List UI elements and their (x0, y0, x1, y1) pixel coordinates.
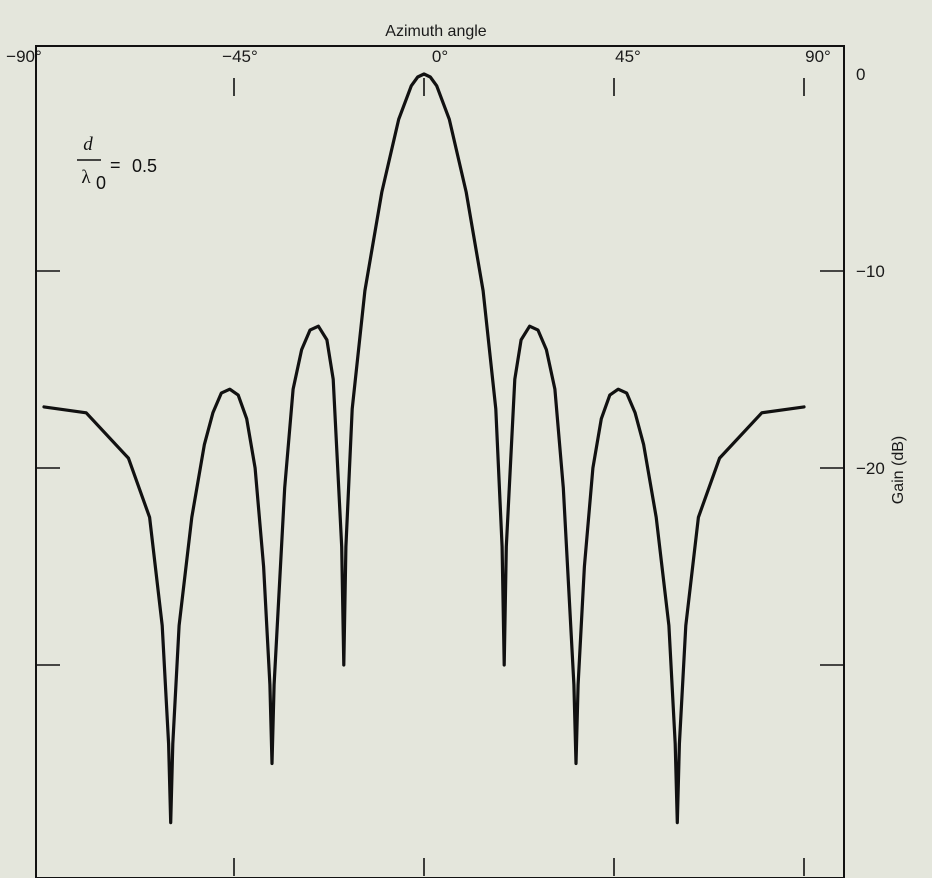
left-ticks (36, 270, 60, 666)
x-tick-label: 45° (615, 47, 641, 66)
x-axis-title: Azimuth angle (385, 23, 486, 40)
bottom-ticks (233, 858, 805, 876)
ratio-denominator: λ (81, 167, 91, 188)
ratio-numerator: d (83, 134, 93, 155)
x-tick-label: −90° (6, 47, 42, 66)
x-tick-label: −45° (222, 47, 258, 66)
y-tick-label: −10 (856, 262, 885, 281)
y-tick-label: −20 (856, 459, 885, 478)
ratio-denominator-subscript: 0 (96, 173, 106, 193)
x-tick-label: 90° (805, 47, 831, 66)
top-ticks (233, 78, 805, 96)
right-ticks (820, 270, 844, 666)
y-axis-title: Gain (dB) (890, 436, 907, 504)
ratio-equals: = (110, 155, 121, 175)
y-tick-labels: 0 −10 −20 (856, 65, 885, 478)
x-tick-labels: −90° −45° 0° 45° 90° (6, 47, 831, 66)
gain-pattern-line (42, 72, 806, 825)
ratio-annotation: d λ 0 = 0.5 (77, 134, 157, 193)
plot-frame (35, 45, 845, 878)
ratio-value: 0.5 (132, 156, 157, 176)
x-tick-label: 0° (432, 47, 448, 66)
y-tick-label: 0 (856, 65, 865, 84)
